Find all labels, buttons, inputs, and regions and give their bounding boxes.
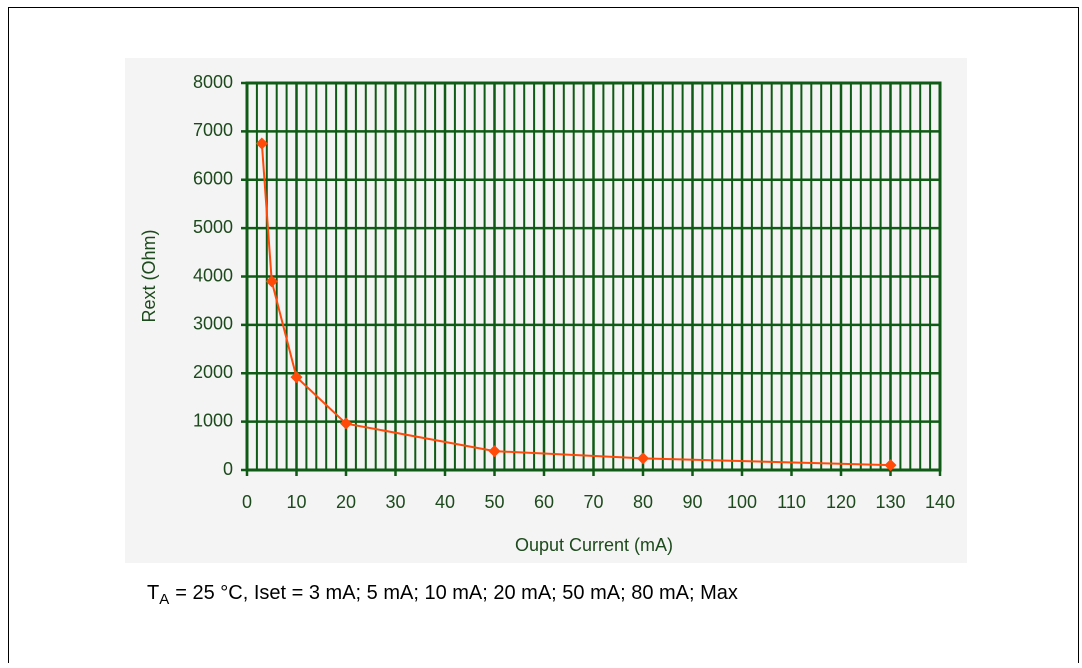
x-tick-label: 40 [435,492,455,512]
x-tick-label: 100 [727,492,757,512]
caption-symbol: T [147,582,159,604]
y-tick-label: 1000 [193,410,233,430]
y-tick-label: 6000 [193,169,233,189]
caption: TA = 25 °C, Iset = 3 mA; 5 mA; 10 mA; 20 … [147,582,738,608]
y-tick-label: 3000 [193,314,233,334]
plot-frame [245,81,942,472]
frame [8,7,1079,663]
caption-text: = 25 °C, Iset = 3 mA; 5 mA; 10 mA; 20 mA… [175,582,738,604]
x-tick-label: 130 [875,492,905,512]
x-axis-title: Ouput Current (mA) [515,535,673,555]
x-tick-label: 80 [633,492,653,512]
y-tick-label: 0 [223,459,233,479]
marker [255,137,268,150]
x-tick-label: 140 [925,492,955,512]
marker [637,452,649,465]
y-tick-label: 7000 [193,120,233,140]
y-axis-title: Rext (Ohm) [139,229,159,322]
x-tick-label: 0 [242,492,252,512]
x-tick-label: 60 [534,492,554,512]
x-tick-label: 50 [484,492,504,512]
x-tick-label: 110 [777,492,806,512]
marker [290,371,303,384]
x-tick-label: 90 [682,492,702,512]
x-tick-label: 20 [336,492,356,512]
y-tick-label: 4000 [193,265,233,285]
y-tick-label: 2000 [193,362,233,382]
x-tick-label: 120 [826,492,856,512]
marker [340,417,352,430]
x-tick-label: 70 [583,492,603,512]
y-tick-label: 5000 [193,217,233,237]
y-tick-label: 8000 [193,72,233,92]
caption-subscript: A [159,591,169,608]
marker [488,445,501,458]
marker [884,459,897,472]
marker [265,275,278,288]
x-tick-label: 30 [385,492,405,512]
x-tick-label: 10 [286,492,306,512]
